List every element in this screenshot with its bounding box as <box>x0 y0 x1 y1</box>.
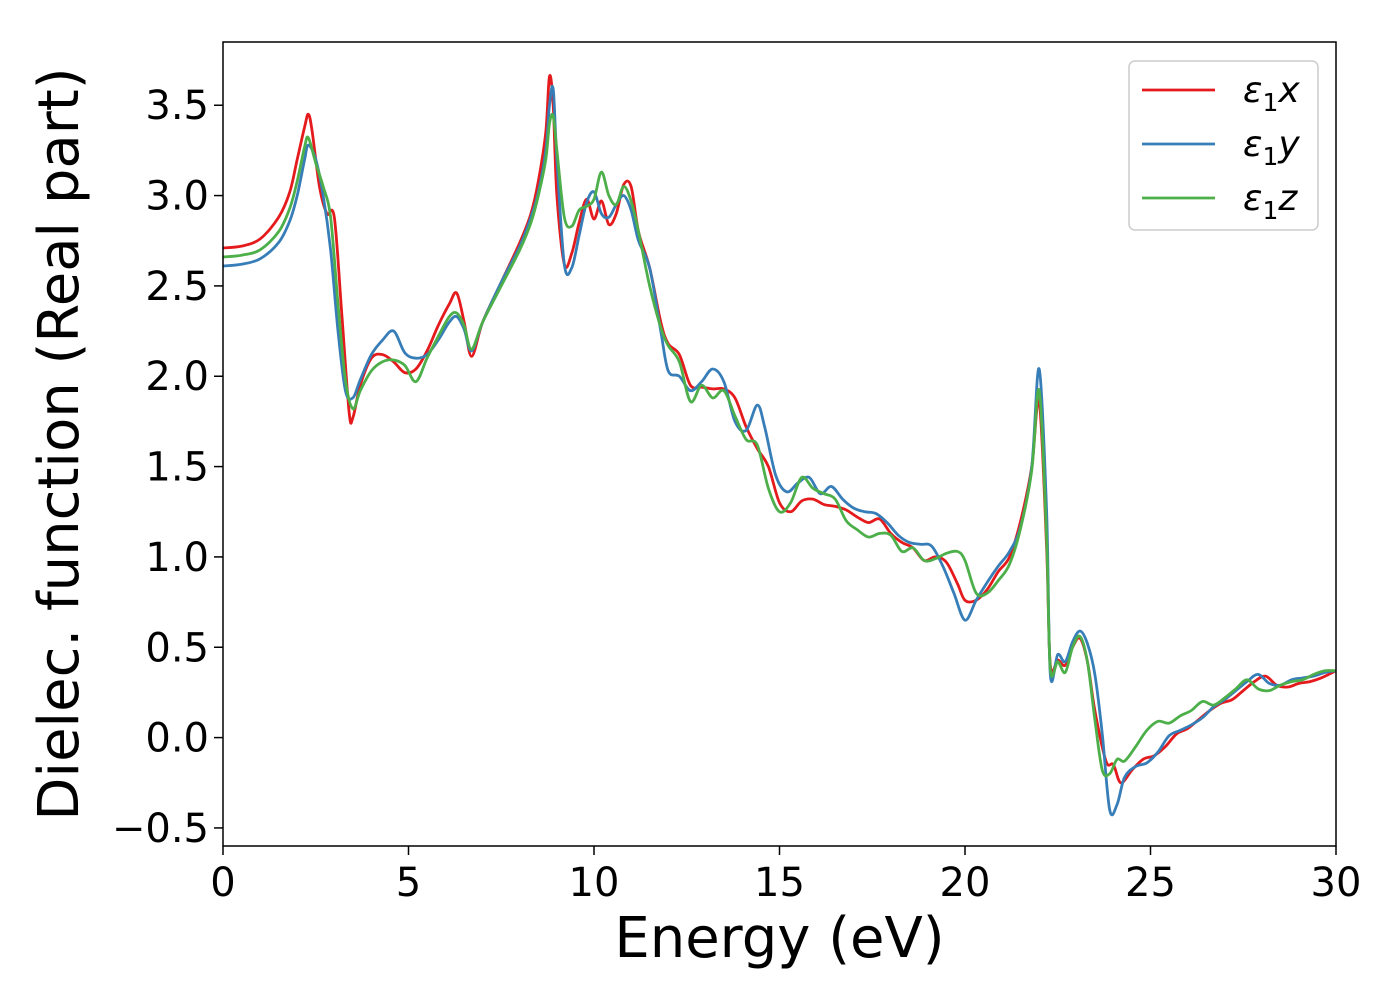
x-tick-label: 20 <box>940 860 991 906</box>
legend-label-component: x <box>1277 70 1300 111</box>
x-tick-label: 15 <box>754 860 805 906</box>
series-line-y <box>223 84 1336 817</box>
legend-label-subscript: 1 <box>1262 142 1278 171</box>
y-axis: −0.5 0.0 0.5 1.0 1.5 2.0 2.5 3.0 3.5 <box>112 83 223 852</box>
y-axis-label: Dielec. function (Real part) <box>27 67 92 820</box>
y-tick-label: 0.5 <box>145 625 209 671</box>
y-tick-label: −0.5 <box>112 806 209 852</box>
series-line-z <box>223 112 1336 778</box>
y-tick-label: 2.5 <box>145 264 209 310</box>
legend-label: ε1y <box>1243 124 1300 171</box>
legend-label-component: z <box>1277 178 1298 219</box>
legend-box <box>1128 60 1319 231</box>
x-axis: 0 5 10 15 20 25 30 <box>210 846 1361 906</box>
x-tick-label: 0 <box>210 860 235 906</box>
x-axis-label: Energy (eV) <box>614 906 944 971</box>
legend-label: ε1z <box>1243 178 1298 225</box>
x-tick-label: 25 <box>1125 860 1176 906</box>
x-tick-label: 5 <box>396 860 421 906</box>
y-tick-label: 3.5 <box>145 83 209 129</box>
legend-label: ε1x <box>1243 70 1300 117</box>
y-tick-label: 3.0 <box>145 174 209 220</box>
legend-label-component: y <box>1277 124 1300 165</box>
y-tick-label: 2.0 <box>145 354 209 400</box>
legend-label-symbol: ε <box>1243 178 1262 219</box>
legend-label-subscript: 1 <box>1262 88 1278 117</box>
y-tick-label: 1.5 <box>145 445 209 491</box>
legend-label-symbol: ε <box>1243 70 1262 111</box>
legend-entry: ε1x <box>1142 70 1300 117</box>
x-tick-label: 30 <box>1311 860 1362 906</box>
series-layer <box>223 74 1336 817</box>
legend-entry: ε1z <box>1142 178 1298 225</box>
legend-label-subscript: 1 <box>1262 196 1278 225</box>
x-tick-label: 10 <box>569 860 620 906</box>
legend-label-symbol: ε <box>1243 124 1262 165</box>
legend-entry: ε1y <box>1142 124 1300 171</box>
y-tick-label: 0.0 <box>145 716 209 762</box>
y-tick-label: 1.0 <box>145 535 209 581</box>
